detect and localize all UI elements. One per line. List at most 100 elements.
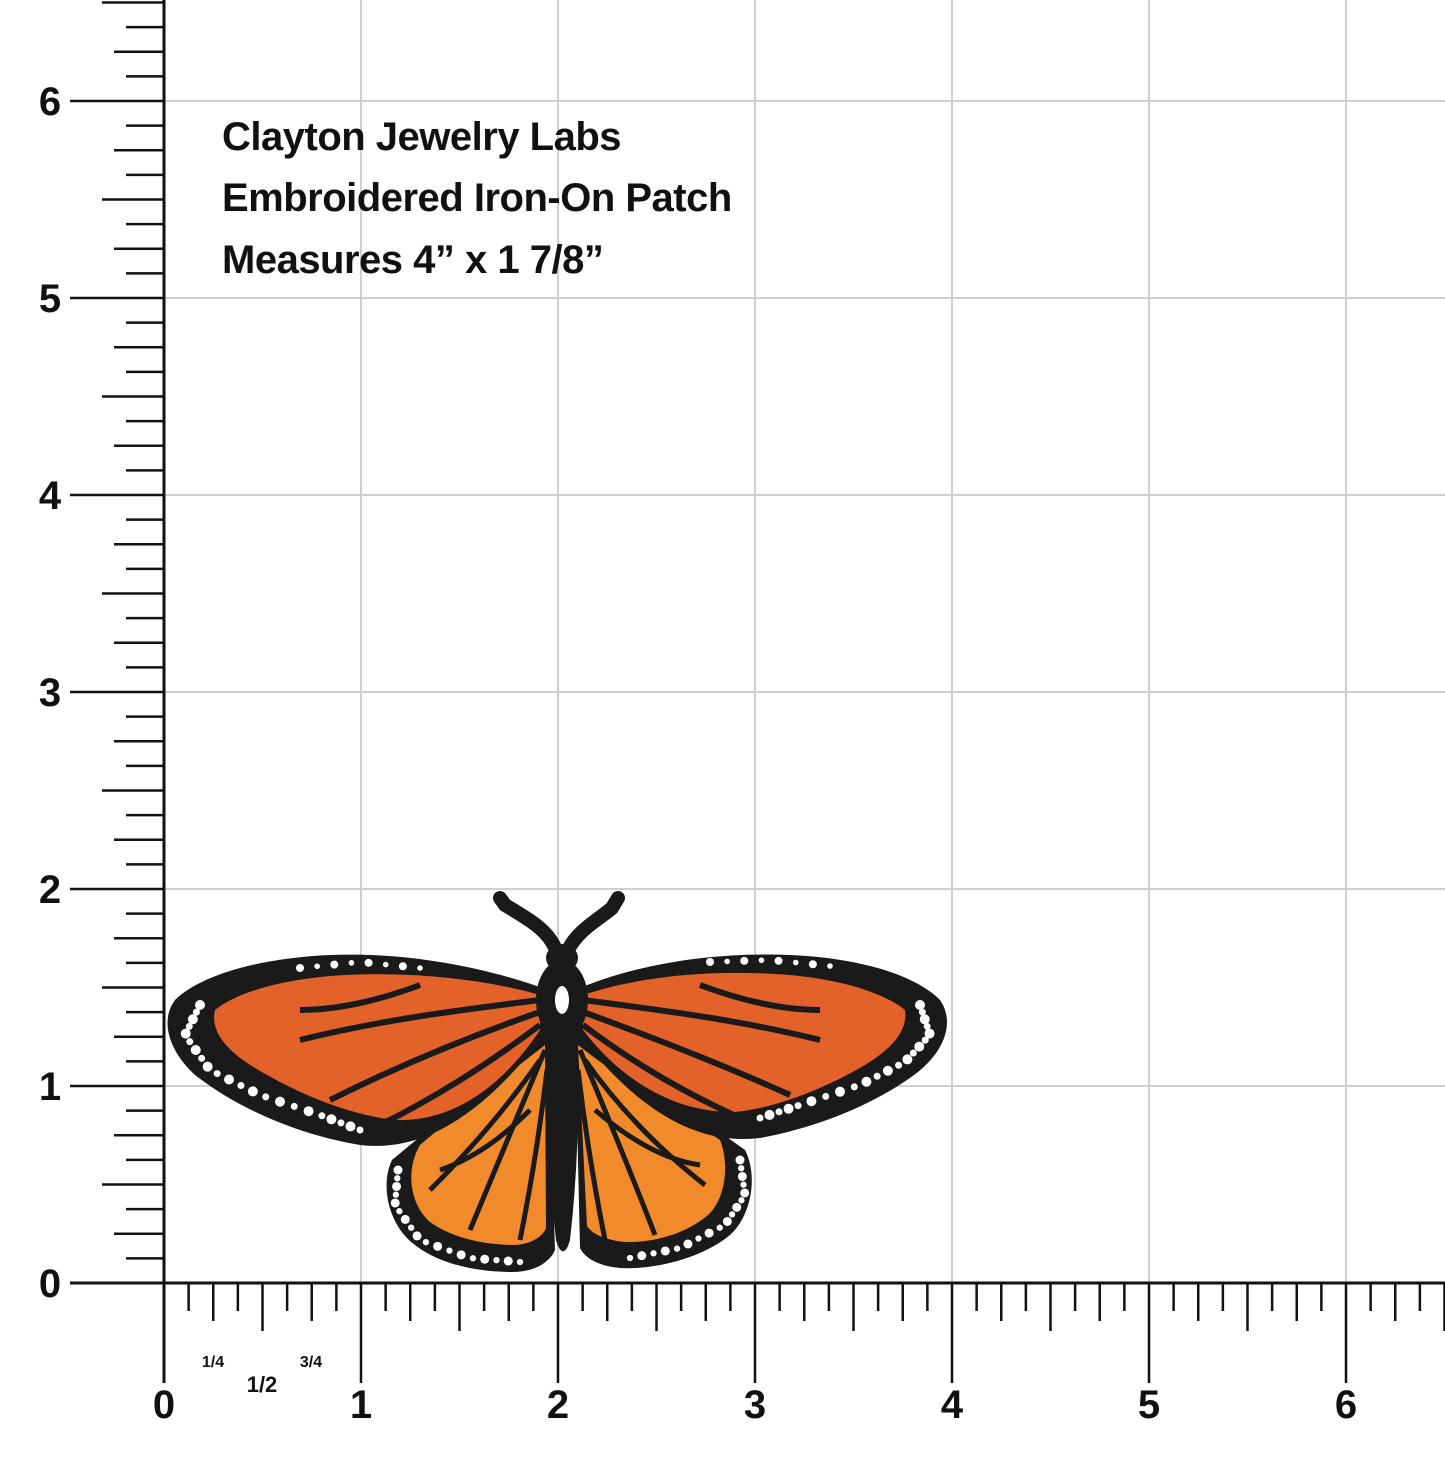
wing-spot: [758, 957, 765, 964]
wing-spot: [735, 1155, 745, 1165]
wing-spot: [722, 1216, 732, 1226]
caption-size: Measures 4” x 1 7/8”: [222, 238, 604, 282]
fraction-label: 1/4: [202, 1354, 224, 1371]
wing-spot: [683, 1239, 693, 1249]
wing-spot: [740, 1181, 747, 1188]
wing-spot: [364, 958, 373, 967]
wing-spot: [827, 963, 833, 969]
wing-spot: [480, 1254, 490, 1264]
y-axis-label: 2: [39, 868, 61, 912]
wing-spot: [923, 1022, 931, 1030]
wing-spot: [738, 1197, 745, 1204]
wing-spot: [919, 1014, 930, 1025]
wing-spot: [326, 1114, 337, 1125]
wing-spot: [392, 1181, 402, 1191]
wing-spot: [417, 965, 423, 971]
right-hindwing-orange: [578, 1045, 726, 1243]
wing-spot: [850, 1083, 858, 1091]
wing-spot: [314, 963, 320, 970]
y-axis-label: 1: [39, 1065, 61, 1109]
y-axis-label: 0: [39, 1262, 61, 1306]
wing-spot: [806, 1096, 817, 1107]
wing-spot: [290, 1102, 298, 1110]
wing-spot: [909, 1049, 917, 1057]
wing-spot: [180, 1028, 191, 1039]
wing-spot: [724, 958, 730, 965]
wing-spot: [695, 1235, 702, 1242]
x-axis-label: 4: [941, 1383, 964, 1427]
wing-spot: [775, 1108, 783, 1116]
wing-spot: [382, 961, 389, 968]
wing-spot: [330, 960, 339, 969]
wing-spot: [296, 964, 304, 972]
wing-spot: [637, 1251, 647, 1261]
y-axis-label: 4: [39, 474, 62, 518]
right-antenna: [561, 891, 625, 957]
x-axis-label: 0: [153, 1383, 175, 1427]
wing-spot: [728, 1211, 736, 1218]
wing-spot: [835, 1086, 845, 1097]
wing-spot: [895, 1061, 903, 1069]
hindwing-veins: [428, 1049, 707, 1241]
wing-spot: [740, 1188, 750, 1198]
butterfly-abdomen: [547, 1030, 578, 1252]
wing-spot: [247, 1086, 258, 1097]
wing-spot: [187, 1014, 198, 1025]
wing-spot: [303, 1106, 314, 1117]
wing-spot: [861, 1076, 872, 1087]
wing-spot: [918, 1008, 926, 1016]
wing-spot: [737, 1171, 747, 1181]
wing-spot: [345, 1121, 356, 1132]
wing-spot: [275, 1096, 285, 1107]
wing-spot: [224, 1074, 235, 1085]
wing-spot: [792, 959, 799, 966]
wing-spot: [190, 1045, 201, 1055]
wing-spot: [412, 1231, 422, 1241]
wing-spot: [716, 1224, 723, 1231]
forewing-veins: [299, 982, 821, 1128]
wing-spot: [740, 956, 749, 965]
wing-spot: [915, 1000, 925, 1010]
wing-spot: [660, 1246, 670, 1256]
wing-spot: [408, 1224, 415, 1231]
wing-spot: [764, 1109, 775, 1120]
wing-spot: [704, 1228, 714, 1238]
caption-product: Embroidered Iron-On Patch: [222, 176, 732, 220]
wing-spot: [396, 1208, 403, 1215]
wing-spot: [673, 1245, 681, 1252]
x-axis-label: 2: [547, 1383, 569, 1427]
wing-spot: [822, 1092, 830, 1100]
wing-spot: [516, 1258, 524, 1266]
wing-spot: [348, 960, 355, 966]
wing-spot: [503, 1256, 513, 1266]
monarch-butterfly-patch: [167, 891, 947, 1272]
wing-spot: [202, 1061, 213, 1072]
y-axis-label: 5: [39, 277, 61, 321]
wing-spot: [237, 1081, 245, 1089]
x-axis-label: 3: [744, 1383, 766, 1427]
wing-spot: [356, 1126, 364, 1134]
wing-spot: [213, 1070, 221, 1078]
wing-spot: [186, 1038, 194, 1046]
wing-spot: [873, 1072, 881, 1080]
wing-spot: [774, 956, 783, 965]
fraction-label: 1/2: [247, 1372, 278, 1397]
wing-spots: [180, 956, 935, 1266]
wing-spot: [198, 1054, 206, 1062]
wing-spot: [738, 1165, 745, 1172]
wing-spot: [650, 1250, 657, 1257]
wing-spot: [493, 1256, 500, 1264]
x-axis-label: 6: [1335, 1383, 1357, 1427]
wing-spot: [318, 1112, 326, 1120]
wing-spot: [924, 1028, 935, 1039]
caption-brand: Clayton Jewelry Labs: [222, 115, 622, 159]
wing-spot: [808, 960, 817, 969]
y-axis-label: 3: [39, 671, 61, 715]
wing-spot: [882, 1065, 893, 1076]
thorax-spot: [555, 986, 569, 1014]
background-grid: [163, 0, 1445, 1284]
wing-spot: [398, 962, 407, 971]
wing-spot: [393, 1165, 403, 1175]
wing-spot: [422, 1238, 430, 1246]
